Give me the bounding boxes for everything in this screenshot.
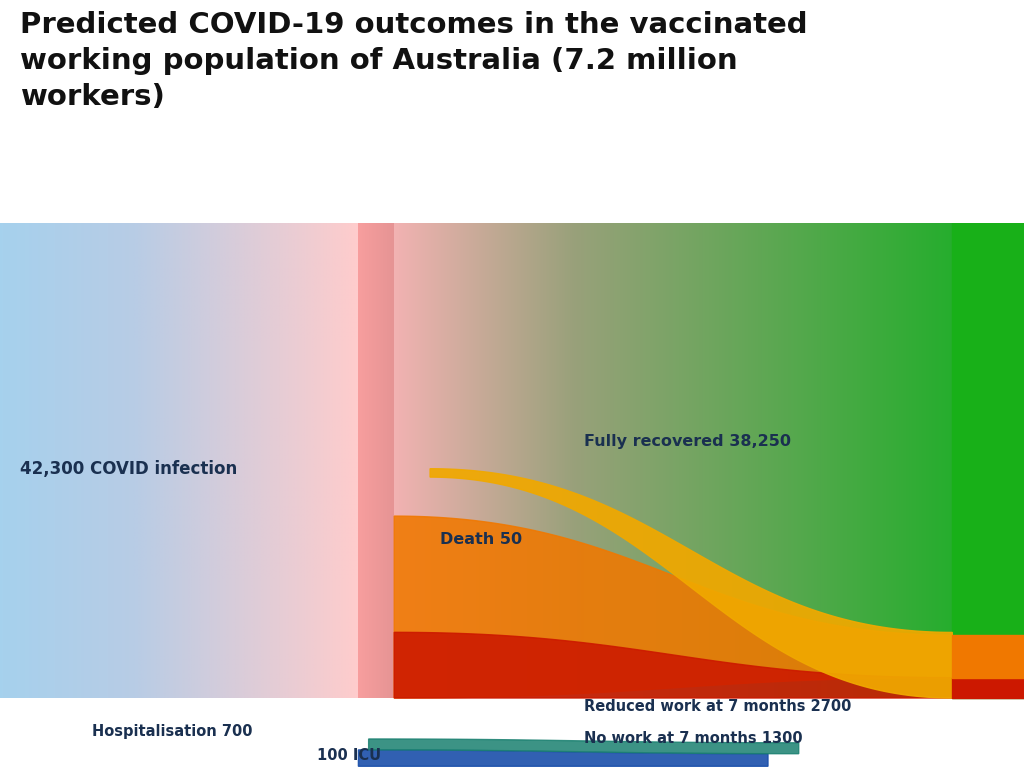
Text: 100 ICU: 100 ICU — [317, 747, 382, 763]
Polygon shape — [369, 739, 799, 754]
Polygon shape — [394, 632, 952, 698]
Text: Predicted COVID-19 outcomes in the vaccinated
working population of Australia (7: Predicted COVID-19 outcomes in the vacci… — [20, 11, 808, 111]
Text: Death 50: Death 50 — [440, 532, 522, 548]
Polygon shape — [394, 516, 952, 698]
Text: Hospitalisation 700: Hospitalisation 700 — [92, 724, 253, 739]
Text: 42,300 COVID infection: 42,300 COVID infection — [20, 460, 238, 478]
Text: Reduced work at 7 months 2700: Reduced work at 7 months 2700 — [584, 699, 851, 714]
Text: Fully recovered 38,250: Fully recovered 38,250 — [584, 434, 791, 449]
Polygon shape — [358, 750, 768, 766]
Text: No work at 7 months 1300: No work at 7 months 1300 — [584, 731, 803, 747]
Polygon shape — [430, 468, 952, 698]
